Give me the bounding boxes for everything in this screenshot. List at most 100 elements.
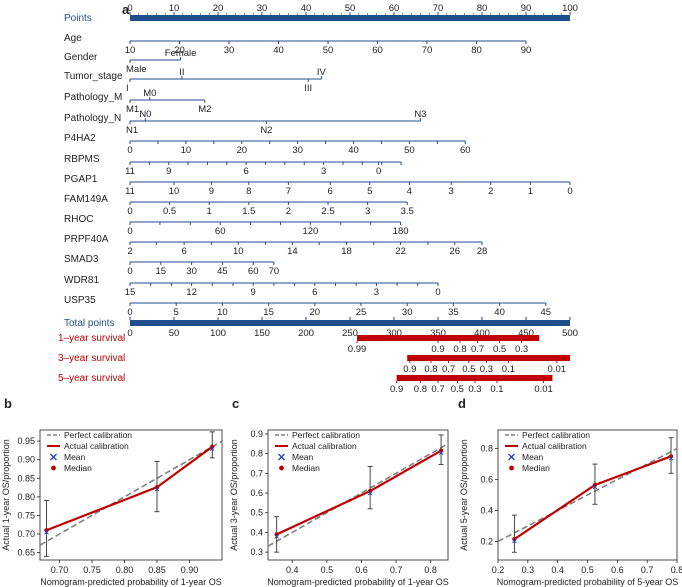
tick-label: 0	[127, 328, 132, 339]
y-tick-label: 0.75	[17, 510, 35, 520]
x-tick-label: 0.8	[424, 565, 437, 575]
tick-label: 0.5	[163, 206, 176, 217]
tick-label: 0.8	[414, 384, 427, 395]
tick-label: 0	[435, 287, 440, 298]
tick-label: 1	[207, 206, 212, 217]
tick-label: III	[304, 83, 312, 94]
y-axis-label: Actual 3-year OS/proportion	[229, 439, 239, 551]
tick-label: 50	[169, 328, 180, 339]
perfect-calibration-line	[497, 447, 678, 543]
legend-mean-label: Mean	[64, 452, 86, 462]
tick-label: 180	[393, 226, 409, 237]
y-tick-label: 0.85	[17, 473, 35, 483]
calibration-plot-1year: 0.70 0.75 0.80 0.85 0.90 0.65 0.70 0.75 0.80 0.85…	[1, 429, 223, 587]
tick-label: 0.9	[431, 344, 444, 355]
panel-label-a: a	[122, 2, 130, 17]
row-label: PRPF40A	[64, 234, 109, 245]
row-label: 1–year survival	[58, 333, 125, 344]
y-tick-label: 0.2	[480, 536, 493, 546]
tick-label: 11	[125, 166, 135, 177]
legend-median-swatch	[51, 465, 56, 471]
x-tick-label: 0.3	[522, 565, 535, 575]
tick-label: M2	[198, 104, 211, 115]
legend-mean-label: Mean	[292, 452, 314, 462]
legend-mean-swatch	[50, 453, 57, 461]
y-tick-label: 0.5	[250, 508, 263, 518]
plot-frame	[267, 429, 449, 561]
tick-label: 0.5	[462, 364, 475, 375]
tick-label: 150	[254, 328, 270, 339]
legend-perfect-label: Perfect calibration	[292, 430, 360, 440]
tick-label: 9	[251, 287, 256, 298]
tick-label: M0	[143, 88, 156, 99]
row-label: 3–year survival	[58, 353, 125, 364]
y-tick-label: 0.6	[250, 488, 263, 498]
mean-point	[154, 486, 160, 492]
tick-label: 50	[404, 145, 415, 156]
y-tick-label: 0.9	[250, 429, 263, 439]
mean-point	[274, 534, 279, 539]
tick-label: 5	[367, 186, 372, 197]
row-label: Pathology_M	[64, 92, 122, 103]
tick-label: 12	[186, 287, 197, 298]
tick-label: 0.3	[515, 344, 528, 355]
tick-label: 400	[474, 328, 490, 339]
tick-label: 500	[562, 328, 578, 339]
row-label: Total points	[64, 318, 115, 329]
y-axis-label: Actual 1-year OS/proportion	[1, 439, 11, 551]
tick-label: 350	[430, 328, 446, 339]
tick-label: 0	[567, 186, 572, 197]
tick-label: 15	[156, 266, 167, 277]
tick-label: 90	[521, 3, 532, 14]
tick-label: 0.7	[431, 384, 444, 395]
tick-label: 2.5	[321, 206, 334, 217]
tick-label: 80	[477, 3, 488, 14]
legend-median-label: Median	[64, 463, 92, 473]
x-tick-label: 0.75	[83, 565, 101, 575]
survival-bar	[357, 335, 540, 341]
x-tick-label: 0.6	[611, 565, 624, 575]
survival-bar	[407, 355, 570, 361]
tick-label: 10	[233, 246, 244, 257]
tick-label: 0	[127, 266, 132, 277]
tick-label: 10	[169, 3, 180, 14]
tick-label: 0.7	[471, 344, 484, 355]
tick-label: 50	[345, 3, 356, 14]
legend-mean-swatch	[508, 453, 515, 461]
tick-label: 60	[460, 145, 471, 156]
y-tick-label: 0.6	[480, 475, 493, 485]
tick-label: Male	[126, 64, 147, 75]
mean-point	[367, 490, 373, 496]
tick-label: N0	[139, 109, 151, 120]
tick-label: 70	[422, 45, 433, 56]
tick-label: N1	[126, 125, 138, 136]
x-tick-label: 0.6	[355, 565, 368, 575]
tick-label: 15	[263, 307, 274, 318]
tick-label: 120	[302, 226, 318, 237]
tick-label: 0.8	[424, 364, 437, 375]
tick-label: 50	[323, 45, 334, 56]
tick-label: 6	[181, 246, 186, 257]
legend-mean-label: Mean	[522, 452, 544, 462]
tick-label: 40	[273, 45, 284, 56]
legend-median-swatch	[509, 465, 514, 471]
tick-label: 90	[521, 45, 532, 56]
tick-label: 14	[287, 246, 298, 257]
y-tick-label: 0.80	[17, 492, 35, 502]
x-tick-label: 0.5	[321, 565, 334, 575]
tick-label: 5	[174, 307, 179, 318]
row-label: P4HA2	[64, 133, 96, 144]
legend-perfect-label: Perfect calibration	[522, 430, 590, 440]
tick-label: 20	[310, 307, 321, 318]
tick-label: 0.8	[453, 344, 466, 355]
y-tick-label: 0.7	[250, 468, 263, 478]
row-label: FAM149A	[64, 194, 108, 205]
legend-actual-label: Actual calibration	[522, 441, 587, 451]
tick-label: 60	[215, 226, 226, 237]
y-tick-label: 0.8	[480, 444, 493, 454]
tick-label: 6	[244, 166, 249, 177]
tick-label: 10	[217, 307, 228, 318]
row-label: 5–year survival	[58, 373, 125, 384]
tick-label: 9	[166, 166, 171, 177]
y-tick-label: 0.3	[250, 547, 263, 557]
